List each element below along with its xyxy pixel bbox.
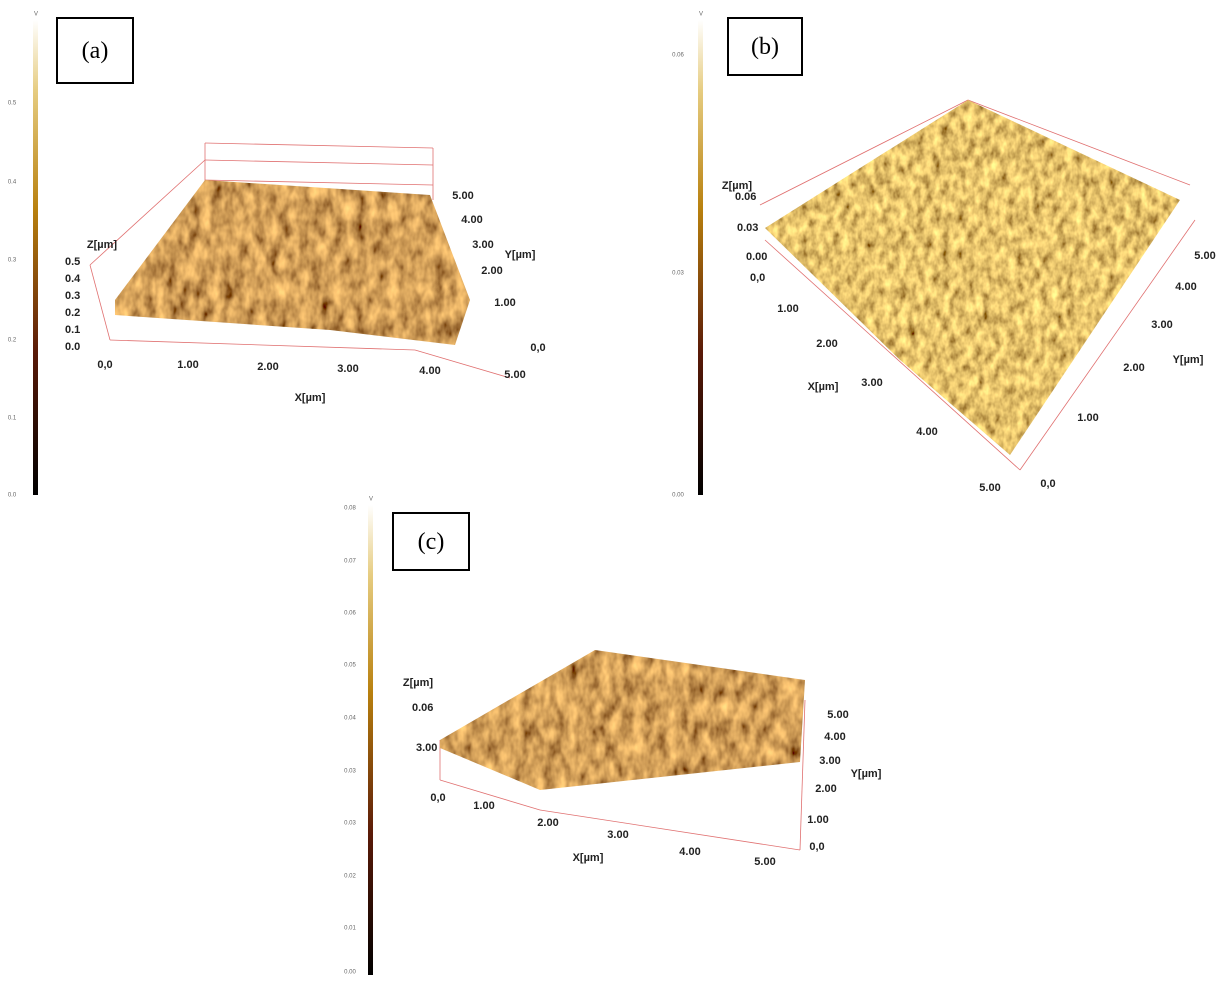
z-tick: 0.00 [746,251,767,263]
x-tick: 3.00 [337,363,358,375]
label-box [392,512,470,571]
colorbar-tick: 0.06 [344,611,356,617]
colorbar-tick: 0.4 [8,180,17,186]
y-tick: 1.00 [807,814,828,826]
z-tick: 3.00 [416,742,437,754]
colorbar [368,505,373,975]
z-tick: 0.3 [65,290,80,302]
z-tick: 0,0 [750,272,765,284]
y-tick: 2.00 [481,265,502,277]
x-tick: 4.00 [916,426,937,438]
x-tick: 5.00 [504,369,525,381]
y-tick: 4.00 [1175,281,1196,293]
x-tick: 4.00 [679,846,700,858]
y-tick: 3.00 [1151,319,1172,331]
z-tick: 0.5 [65,256,80,268]
x-tick: 1.00 [777,303,798,315]
colorbar-unit: V [34,12,38,18]
x-tick: 0,0 [430,792,445,804]
y-tick: 2.00 [1123,362,1144,374]
y-tick: 5.00 [827,709,848,721]
y-tick: 0,0 [1040,478,1055,490]
y-tick: 4.00 [824,731,845,743]
x-tick: 0,0 [97,359,112,371]
z-title: Z[µm] [87,239,118,251]
colorbar-tick: 0.03 [344,821,356,827]
z-tick: 0.06 [735,191,756,203]
colorbar-tick: 0.00 [672,493,684,499]
colorbar-tick: 0.08 [344,506,356,512]
panel-label: (b) [751,34,779,60]
x-tick: 3.00 [861,377,882,389]
label-box [56,17,134,84]
x-tick: 2.00 [257,361,278,373]
x-tick: 5.00 [979,482,1000,494]
colorbar-tick: 0.3 [8,258,17,264]
colorbar-tick: 0.03 [344,769,356,775]
surface-c [440,650,805,790]
y-tick: 0,0 [530,342,545,354]
colorbar-tick: 0.00 [344,970,356,976]
x-tick: 2.00 [537,817,558,829]
y-title: Y[µm] [1173,354,1204,366]
colorbar-tick: 0.1 [8,416,17,422]
panel-label: (a) [82,38,109,64]
y-tick: 1.00 [1077,412,1098,424]
y-tick: 2.00 [815,783,836,795]
panel-label: (c) [418,529,445,555]
x-title: X[µm] [295,392,326,404]
colorbar-tick: 0.05 [344,663,356,669]
z-tick: 0.06 [412,702,433,714]
y-title: Y[µm] [851,768,882,780]
y-tick: 3.00 [819,755,840,767]
z-tick: 0.03 [737,222,758,234]
colorbar-unit: V [369,497,373,503]
y-tick: 5.00 [452,190,473,202]
label-box [727,17,803,76]
z-tick: 0.1 [65,324,80,336]
x-tick: 1.00 [473,800,494,812]
colorbar-tick: 0.0 [8,493,17,499]
colorbar-unit: V [699,12,703,18]
x-tick: 2.00 [816,338,837,350]
panel-b-frame [759,99,1196,471]
colorbar-tick: 0.07 [344,559,356,565]
z-tick: 0.4 [65,273,81,285]
y-tick: 0,0 [809,841,824,853]
z-tick: 0.2 [65,307,80,319]
colorbar-tick: 0.03 [672,271,684,277]
colorbar-tick: 0.01 [344,926,356,932]
colorbar [698,20,703,495]
y-tick: 1.00 [494,297,515,309]
x-title: X[µm] [573,852,604,864]
colorbar-tick: 0.02 [344,874,356,880]
colorbar [33,20,38,495]
z-title: Z[µm] [722,180,753,192]
colorbar-tick: 0.2 [8,338,17,344]
colorbar-tick: 0.06 [672,53,684,59]
x-tick: 5.00 [754,856,775,868]
x-tick: 1.00 [177,359,198,371]
surface-a [115,180,470,345]
z-tick: 0.0 [65,341,80,353]
y-tick: 3.00 [472,239,493,251]
x-tick: 4.00 [419,365,440,377]
panel-c-frame [439,699,806,851]
x-title: X[µm] [808,381,839,393]
colorbar-tick: 0.04 [344,716,356,722]
x-tick: 3.00 [607,829,628,841]
panel-a-frame [89,142,511,379]
colorbar-tick: 0.5 [8,101,17,107]
y-tick: 5.00 [1194,250,1215,262]
surface-b [765,100,1180,455]
z-title: Z[µm] [403,677,434,689]
y-tick: 4.00 [461,214,482,226]
y-title: Y[µm] [505,249,536,261]
